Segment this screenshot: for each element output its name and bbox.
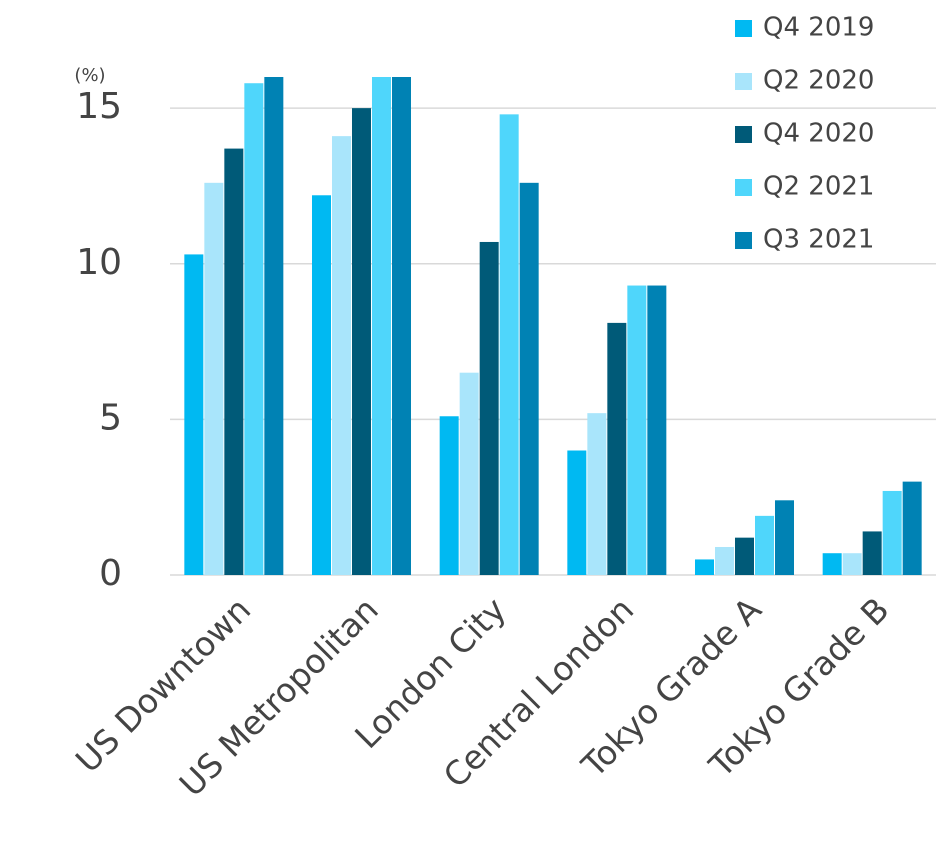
bar (822, 553, 842, 575)
bar (587, 413, 607, 575)
bar (735, 537, 754, 575)
bar (312, 195, 331, 575)
bar (567, 450, 587, 575)
legend-label: Q2 2021 (763, 172, 874, 202)
bar (224, 148, 244, 575)
bar (332, 136, 351, 575)
legend-swatch (735, 126, 752, 143)
bar (499, 114, 519, 575)
bar (244, 83, 264, 575)
bar (695, 559, 714, 575)
bar (184, 254, 204, 575)
bar (459, 372, 479, 575)
y-tick-label: 10 (76, 242, 122, 283)
bar (204, 182, 224, 575)
bar (392, 77, 411, 575)
bar (264, 77, 284, 575)
bar (715, 546, 734, 575)
y-tick-label: 15 (76, 86, 122, 127)
legend-swatch (735, 179, 752, 196)
y-tick-label: 0 (99, 553, 122, 594)
bar (607, 322, 627, 575)
bar (627, 285, 647, 575)
bar (775, 500, 794, 575)
bar (755, 515, 774, 575)
legend-label: Q4 2019 (763, 13, 874, 43)
bar (647, 285, 667, 575)
legend-label: Q2 2020 (763, 66, 874, 96)
bar (902, 481, 922, 575)
y-axis-label: (%) (74, 65, 105, 86)
bar (519, 182, 539, 575)
legend-swatch (735, 20, 752, 37)
bar (352, 108, 371, 575)
bar (439, 416, 459, 575)
legend-swatch (735, 73, 752, 90)
bar (372, 77, 391, 575)
bar (479, 241, 499, 575)
bar (842, 553, 862, 575)
legend-label: Q4 2020 (763, 119, 874, 149)
legend-swatch (735, 232, 752, 249)
legend-label: Q3 2021 (763, 225, 874, 255)
bar (882, 490, 902, 575)
bar (862, 531, 882, 575)
y-tick-label: 5 (99, 397, 122, 438)
